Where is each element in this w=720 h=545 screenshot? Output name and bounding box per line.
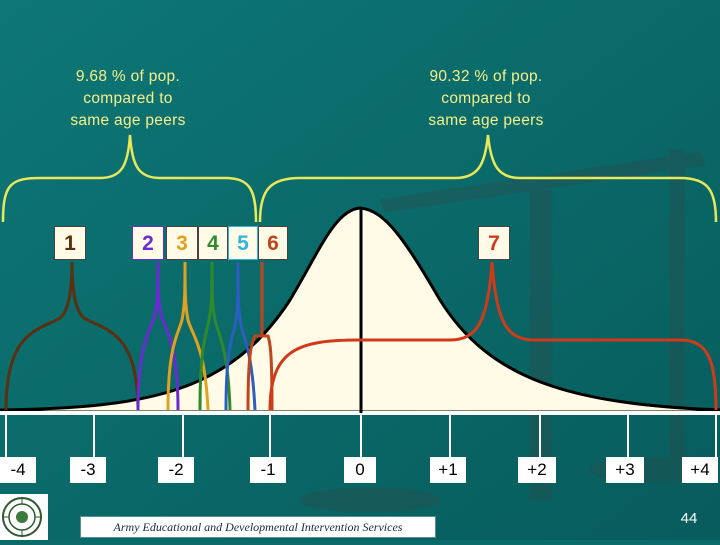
right-callout: 90.32 % of pop. compared to same age pee… — [428, 68, 544, 129]
tick-label: -2 — [158, 457, 194, 483]
box-7: 7 — [478, 226, 510, 260]
page-number: 44 — [680, 510, 698, 527]
box-4: 4 — [198, 226, 228, 260]
distribution-4-curve — [198, 261, 232, 411]
box-1: 1 — [54, 226, 86, 260]
seal-logo-icon — [0, 494, 48, 540]
tick-label: -1 — [250, 457, 286, 483]
scale-watermark — [299, 149, 711, 513]
distribution-3-curve — [166, 261, 210, 411]
right-brace — [258, 134, 718, 223]
distribution-1-curve — [4, 261, 140, 411]
box-6: 6 — [258, 226, 288, 260]
tick-label: +3 — [606, 457, 644, 483]
left-callout: 9.68 % of pop. compared to same age peer… — [70, 68, 186, 129]
box-5: 5 — [228, 226, 258, 260]
tick-label: +4 — [682, 457, 718, 483]
box-2: 2 — [132, 226, 164, 260]
footer-text: Army Educational and Developmental Inter… — [80, 516, 436, 538]
box-3: 3 — [166, 226, 198, 260]
tick-label: 0 — [344, 457, 376, 483]
tick-label: -3 — [70, 457, 106, 483]
tick-label: +1 — [430, 457, 466, 483]
tick-label: -4 — [0, 457, 36, 483]
left-brace — [1, 134, 258, 223]
tick-label: +2 — [518, 457, 556, 483]
distribution-6-curve — [246, 262, 274, 411]
distribution-5-curve — [224, 261, 257, 411]
tick-lines — [5, 415, 717, 458]
distribution-2-curve — [136, 261, 180, 411]
distribution-7-curve — [268, 261, 718, 411]
